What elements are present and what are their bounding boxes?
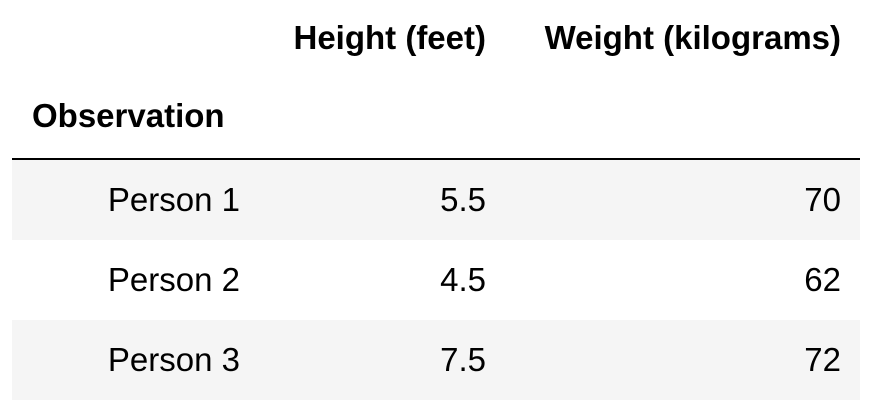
weight-cell: 70 (804, 181, 841, 218)
column-header-weight: Weight (kilograms) (544, 19, 841, 56)
weight-cell: 72 (804, 341, 841, 378)
row-index-label: Person 3 (107, 341, 240, 378)
height-cell: 7.5 (440, 341, 486, 378)
index-name-header: Observation (32, 97, 225, 134)
weight-cell: 62 (804, 261, 841, 298)
table-row: Person 1 5.5 70 (12, 160, 860, 240)
table-row: Person 2 4.5 62 (12, 240, 860, 320)
height-cell: 4.5 (440, 261, 486, 298)
row-index-label: Person 2 (107, 261, 240, 298)
column-header-row: Height (feet) Weight (kilograms) (12, 0, 860, 78)
column-header-height: Height (feet) (293, 19, 487, 56)
header-divider (12, 158, 860, 160)
dataframe-table: Height (feet) Weight (kilograms) Observa… (12, 0, 860, 400)
height-cell: 5.5 (440, 181, 486, 218)
table-row: Person 3 7.5 72 (12, 320, 860, 400)
row-index-label: Person 1 (107, 181, 240, 218)
index-header-row: Observation (12, 78, 860, 158)
